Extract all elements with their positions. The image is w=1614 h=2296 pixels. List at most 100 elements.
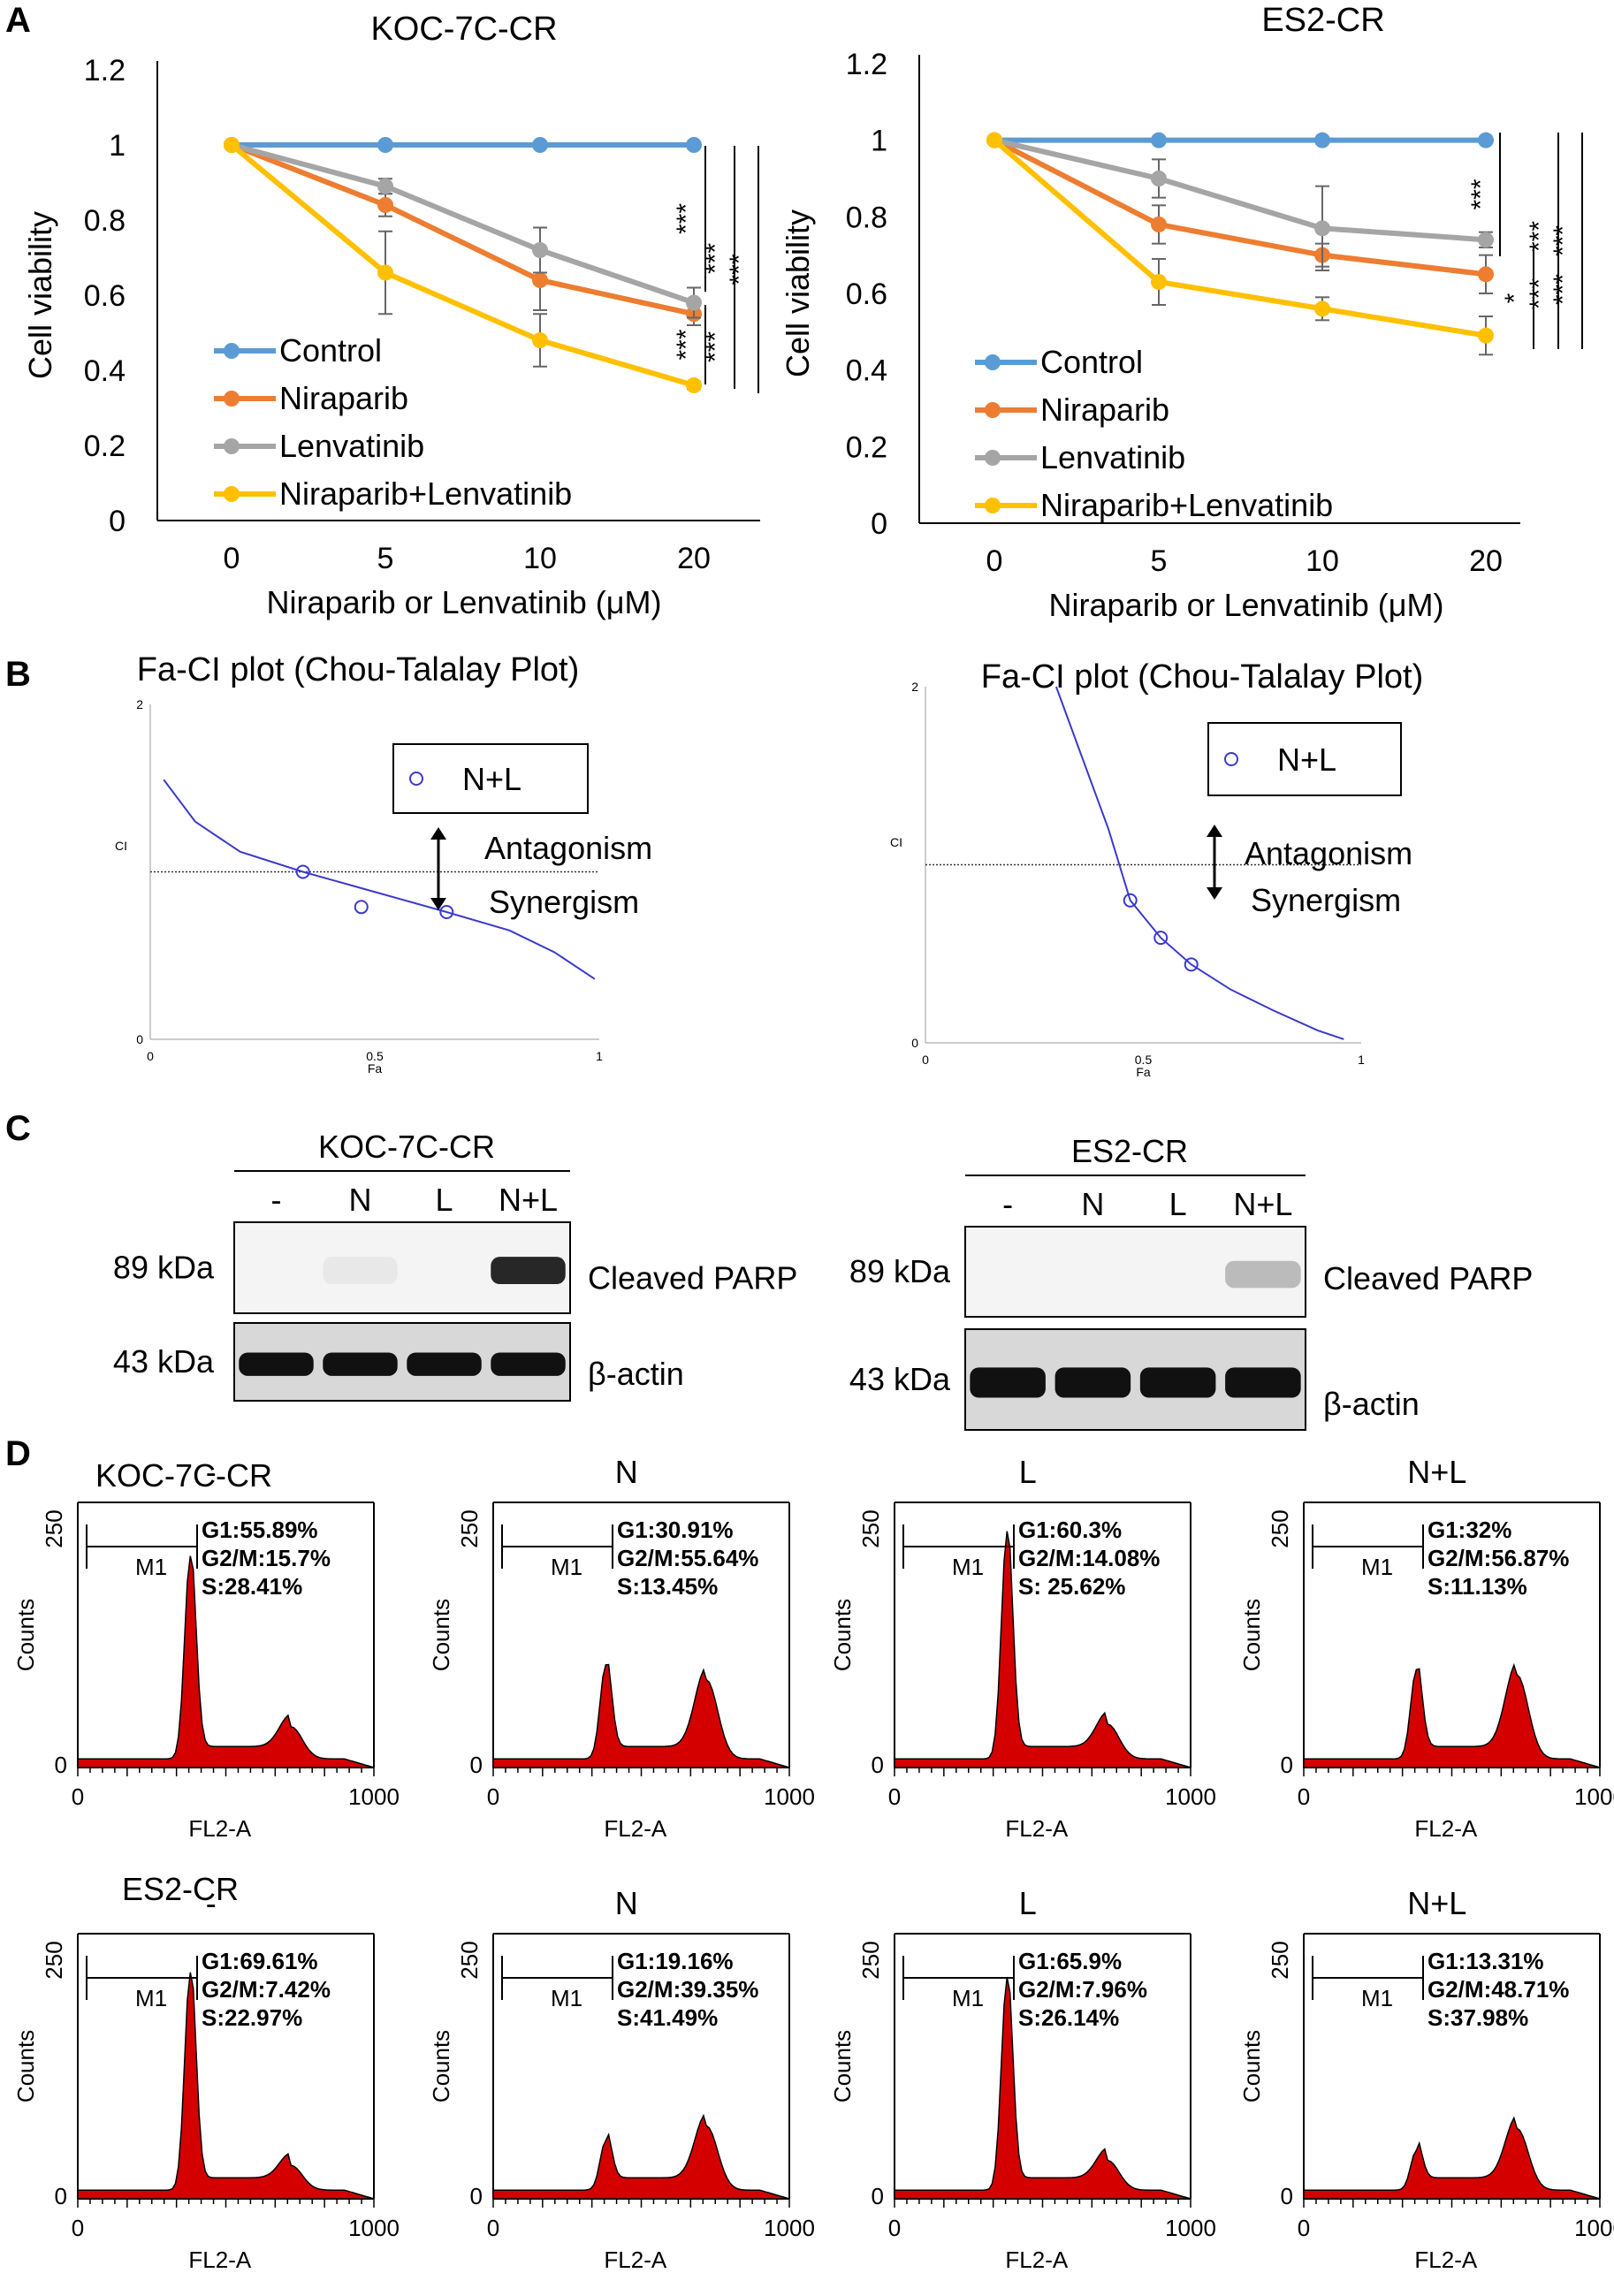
data-point bbox=[1151, 171, 1167, 186]
y-tick-label: 250 bbox=[857, 1941, 884, 1979]
data-point bbox=[224, 137, 240, 153]
x-tick-label: 1000 bbox=[1574, 1783, 1614, 1810]
y-tick-label: 0 bbox=[911, 1036, 918, 1050]
s-phase-percent: S:22.97% bbox=[202, 2004, 302, 2031]
x-tick-label: 0 bbox=[888, 2215, 901, 2241]
legend-label: Lenvatinib bbox=[1040, 439, 1185, 475]
lane-label: L bbox=[435, 1182, 453, 1218]
y-tick-label: 0.2 bbox=[846, 430, 887, 464]
legend-label: N+L bbox=[462, 761, 522, 797]
series-line bbox=[993, 138, 1487, 338]
ci-point bbox=[1184, 957, 1199, 972]
blot-box bbox=[964, 1226, 1306, 1318]
g1-percent: G1:60.3% bbox=[1018, 1517, 1122, 1543]
x-axis-label: FL2-A bbox=[604, 2247, 666, 2273]
dna-histogram bbox=[77, 1555, 375, 1768]
x-tick-label: 1000 bbox=[764, 1783, 815, 1810]
significance-label: *** bbox=[701, 243, 730, 274]
x-tick-label: 0.5 bbox=[1135, 1053, 1153, 1067]
data-point bbox=[377, 137, 393, 153]
g2m-percent: G2/M:56.87% bbox=[1427, 1545, 1569, 1571]
significance-label: *** bbox=[1549, 225, 1578, 256]
y-tick-label: 1.2 bbox=[84, 54, 126, 87]
significance-label: *** bbox=[1549, 274, 1578, 305]
significance-label: * bbox=[1500, 293, 1529, 303]
viability-chart-koc: KOC-7C-CR 0 0.2 0.4 0.6 0.8 1 1.2 0 5 10 20 Cell via… bbox=[22, 11, 760, 620]
treatment-label: N+L bbox=[1407, 1454, 1466, 1490]
x-axis-label: Niraparib or Lenvatinib (μM) bbox=[1049, 587, 1444, 623]
y-axis-label: CI bbox=[115, 839, 127, 853]
y-tick-label: 0.8 bbox=[84, 204, 126, 238]
data-point bbox=[1314, 220, 1330, 237]
x-tick-label: 1000 bbox=[764, 2215, 815, 2241]
y-tick-label: 0 bbox=[109, 505, 126, 538]
x-tick-label: 1000 bbox=[348, 1783, 400, 1810]
data-point bbox=[1478, 266, 1494, 283]
x-axis-label: Fa bbox=[368, 1061, 383, 1076]
x-axis-label: FL2-A bbox=[1414, 2247, 1477, 2273]
significance-label: *** bbox=[1525, 221, 1554, 252]
legend-label: Control bbox=[279, 332, 382, 369]
ci-curve bbox=[163, 779, 596, 980]
y-tick-label: 0 bbox=[55, 1752, 67, 1778]
x-axis-label: FL2-A bbox=[188, 1815, 251, 1842]
g1-percent: G1:30.91% bbox=[617, 1517, 734, 1543]
treatment-label: - bbox=[206, 1885, 217, 1921]
western-blot-es2: ES2-CR - N L N+L 89 kDa Cleaved PARP 43 kDa β-ac… bbox=[849, 1133, 1533, 1431]
legend-marker bbox=[224, 391, 240, 407]
data-point bbox=[532, 137, 548, 153]
arrow-head-down bbox=[1207, 887, 1222, 900]
x-tick-label: 0 bbox=[1298, 1783, 1310, 1810]
protein-band bbox=[1225, 1367, 1301, 1398]
series-line bbox=[994, 137, 1487, 243]
y-tick-label: 0.6 bbox=[846, 277, 887, 311]
dna-histogram bbox=[1303, 1662, 1601, 1768]
significance-label: *** bbox=[725, 254, 754, 285]
y-tick-label: 1.2 bbox=[846, 48, 887, 81]
series-line bbox=[230, 142, 695, 317]
ci-point bbox=[295, 864, 310, 879]
legend-marker bbox=[224, 438, 240, 454]
gate-label: M1 bbox=[135, 1985, 167, 2011]
y-axis-label: Counts bbox=[829, 2030, 856, 2102]
g2m-percent: G2/M:7.42% bbox=[202, 1976, 331, 2003]
series-line bbox=[993, 137, 1487, 277]
x-tick-label: 0 bbox=[888, 1783, 901, 1810]
x-tick-label: 0 bbox=[986, 544, 1003, 578]
x-tick-label: 5 bbox=[1151, 544, 1168, 578]
lane-label: - bbox=[271, 1182, 282, 1218]
g2m-percent: G2/M:39.35% bbox=[617, 1976, 758, 2003]
treatment-label: N bbox=[615, 1454, 638, 1490]
g1-percent: G1:19.16% bbox=[617, 1948, 734, 1974]
y-axis-label: Counts bbox=[1238, 2030, 1265, 2102]
significance-label: *** bbox=[701, 331, 730, 362]
s-phase-percent: S:26.14% bbox=[1018, 2004, 1119, 2031]
data-point bbox=[1478, 132, 1494, 148]
fa-ci-plot-es2: Fa-CI plot (Chou-Talalay Plot) 0 0.5 1 0 2 Fa C… bbox=[890, 658, 1423, 1079]
legend-label: Lenvatinib bbox=[279, 428, 424, 464]
synergism-label: Synergism bbox=[489, 884, 639, 920]
legend-label: Control bbox=[1040, 344, 1143, 380]
y-tick-label: 2 bbox=[911, 680, 918, 694]
y-tick-label: 0 bbox=[871, 507, 887, 541]
x-tick-label: 1 bbox=[1358, 1053, 1365, 1067]
legend-box bbox=[1207, 722, 1402, 796]
x-axis-label: Niraparib or Lenvatinib (μM) bbox=[267, 584, 662, 620]
protein-band bbox=[407, 1352, 482, 1376]
chart-title: Fa-CI plot (Chou-Talalay Plot) bbox=[981, 658, 1424, 696]
g1-percent: G1:55.89% bbox=[202, 1517, 318, 1543]
x-axis-label: Fa bbox=[1136, 1065, 1151, 1079]
legend-label: Niraparib+Lenvatinib bbox=[279, 475, 572, 512]
y-tick-label: 250 bbox=[456, 1509, 483, 1547]
s-phase-percent: S:11.13% bbox=[1427, 1573, 1527, 1600]
data-point bbox=[686, 137, 702, 153]
chart-title: Fa-CI plot (Chou-Talalay Plot) bbox=[137, 651, 580, 688]
data-point bbox=[532, 272, 548, 288]
data-point bbox=[377, 197, 393, 213]
flow-cytometry-grid: KOC-7C-CR-M1G1:55.89%G2/M:15.7%S:28.41%0… bbox=[12, 1454, 1614, 2273]
legend-label: Niraparib+Lenvatinib bbox=[1040, 487, 1333, 523]
x-tick-label: 0 bbox=[487, 2215, 499, 2241]
ci-point bbox=[1153, 931, 1169, 946]
s-phase-percent: S: 25.62% bbox=[1018, 1573, 1125, 1600]
